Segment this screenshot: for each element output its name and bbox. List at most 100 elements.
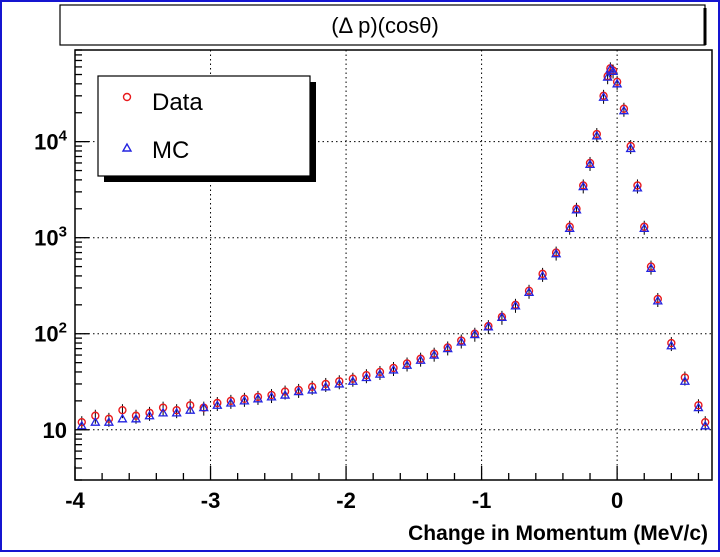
- mc-point: [679, 375, 691, 385]
- mc-point: [239, 395, 250, 405]
- data-point: [131, 411, 141, 420]
- chart-title: (Δ p)(cosθ): [331, 13, 439, 38]
- mc-point: [618, 105, 630, 115]
- mc-point: [496, 312, 508, 322]
- mc-point: [415, 354, 426, 364]
- data-point: [335, 377, 344, 386]
- data-point: [280, 387, 290, 396]
- title-box: [59, 4, 706, 46]
- mc-point: [307, 384, 318, 394]
- mc-point: [483, 321, 494, 331]
- mc-point: [571, 204, 582, 214]
- mc-point: [103, 416, 115, 426]
- x-tick-label: -2: [336, 488, 356, 513]
- mc-point: [388, 364, 399, 374]
- data-point: [680, 373, 690, 382]
- y-tick-label: 10: [43, 418, 67, 443]
- x-tick-label: -4: [65, 488, 85, 513]
- mc-point: [639, 223, 650, 233]
- mc-point: [293, 386, 304, 396]
- mc-point: [456, 336, 467, 346]
- y-tick-label: 102: [34, 320, 67, 347]
- data-point: [158, 403, 168, 412]
- mc-point: [334, 378, 345, 388]
- data-point: [104, 414, 114, 424]
- data-point: [694, 401, 703, 410]
- mc-point: [212, 399, 223, 409]
- mc-point: [198, 402, 209, 412]
- mc-point: [347, 375, 358, 385]
- mc-point: [266, 391, 277, 401]
- mc-point: [90, 416, 101, 426]
- mc-point: [185, 404, 196, 414]
- data-point: [307, 382, 317, 392]
- data-point: [626, 141, 635, 151]
- mc-point: [117, 413, 128, 423]
- data-point: [612, 77, 622, 86]
- data-point: [240, 394, 249, 404]
- mc-point: [584, 159, 596, 169]
- data-point: [653, 294, 662, 304]
- mc-point: [693, 402, 704, 412]
- axes: -4 -3 -2 -1 0 10 102 103 104: [34, 49, 700, 513]
- x-tick-label: -3: [201, 488, 221, 513]
- mc-point: [225, 397, 236, 407]
- data-point: [348, 374, 358, 383]
- data-point: [213, 398, 222, 408]
- data-point: [226, 396, 236, 406]
- data-point: [538, 269, 547, 279]
- data-point: [619, 104, 629, 113]
- data-point: [375, 367, 385, 377]
- mc-point: [537, 270, 548, 280]
- data-point: [172, 405, 181, 415]
- mc-point: [551, 248, 562, 258]
- plot-frame: [74, 49, 713, 481]
- mc-point: [252, 393, 264, 403]
- data-point: [362, 371, 371, 380]
- mc-point: [157, 407, 169, 417]
- legend-mc-marker: [121, 142, 133, 152]
- x-tick-label: 0: [611, 488, 623, 513]
- mc-point: [602, 71, 613, 81]
- legend-box: [97, 75, 311, 177]
- mc-point: [523, 286, 535, 296]
- mc-point: [144, 410, 155, 420]
- mc-point: [510, 300, 521, 310]
- mc-point: [76, 420, 87, 430]
- x-axis-label: Change in Momentum (MeV/c): [408, 522, 708, 545]
- y-tick-label: 103: [34, 224, 67, 251]
- mc-point: [401, 359, 413, 369]
- mc-point: [652, 295, 663, 305]
- mc-point: [666, 340, 677, 350]
- mc-point: [171, 407, 182, 417]
- data-point: [267, 390, 276, 400]
- mc-point: [632, 182, 643, 192]
- mc-point: [564, 223, 575, 233]
- legend-mc-label: MC: [152, 137, 189, 164]
- mc-point: [625, 143, 636, 153]
- mc-point: [578, 181, 589, 191]
- mc-point: [607, 65, 619, 75]
- y-tick-label: 104: [34, 128, 67, 155]
- mc-point: [598, 91, 609, 101]
- mc-point: [279, 389, 291, 399]
- mc-point: [361, 372, 372, 382]
- data-series: [76, 62, 711, 431]
- mc-point: [591, 130, 602, 140]
- data-point: [77, 417, 86, 427]
- mc-point: [442, 343, 453, 353]
- data-point: [701, 417, 710, 427]
- x-tick-label: -1: [472, 488, 492, 513]
- data-point: [667, 338, 676, 348]
- mc-point: [429, 349, 440, 359]
- mc-point: [320, 381, 331, 391]
- data-point: [186, 401, 195, 410]
- legend-data-marker: [122, 92, 132, 102]
- mc-point: [469, 329, 480, 339]
- data-point: [321, 379, 330, 389]
- mc-point: [374, 368, 386, 378]
- mc-point: [130, 413, 142, 423]
- mc-point: [645, 262, 657, 272]
